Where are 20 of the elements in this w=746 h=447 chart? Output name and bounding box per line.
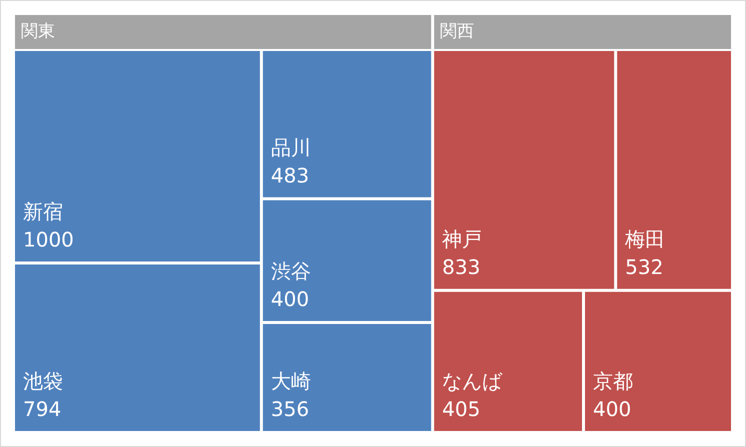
category-label: 新宿 bbox=[23, 200, 63, 224]
category-label: 神戸 bbox=[442, 227, 482, 252]
category-label: 京都 bbox=[592, 369, 633, 394]
data-label: 1000 bbox=[23, 228, 74, 252]
category-label: 大崎 bbox=[270, 369, 311, 394]
text: 関東 bbox=[21, 21, 55, 42]
category-label: 池袋 bbox=[23, 369, 63, 394]
data-label: 400 bbox=[592, 397, 632, 422]
data-label: 833 bbox=[442, 255, 480, 280]
data-label: 356 bbox=[270, 397, 310, 422]
category-label: 梅田 bbox=[624, 227, 666, 252]
data-label: 400 bbox=[270, 287, 310, 312]
data-label: 483 bbox=[270, 164, 310, 188]
data-label: 532 bbox=[625, 255, 664, 280]
category-label: なんば bbox=[442, 369, 504, 394]
data-label: 794 bbox=[23, 397, 62, 422]
category-label: 渋谷 bbox=[270, 259, 311, 284]
data-label: 405 bbox=[442, 397, 480, 422]
text: 関西 bbox=[440, 21, 474, 42]
category-label: 品川 bbox=[270, 136, 311, 160]
